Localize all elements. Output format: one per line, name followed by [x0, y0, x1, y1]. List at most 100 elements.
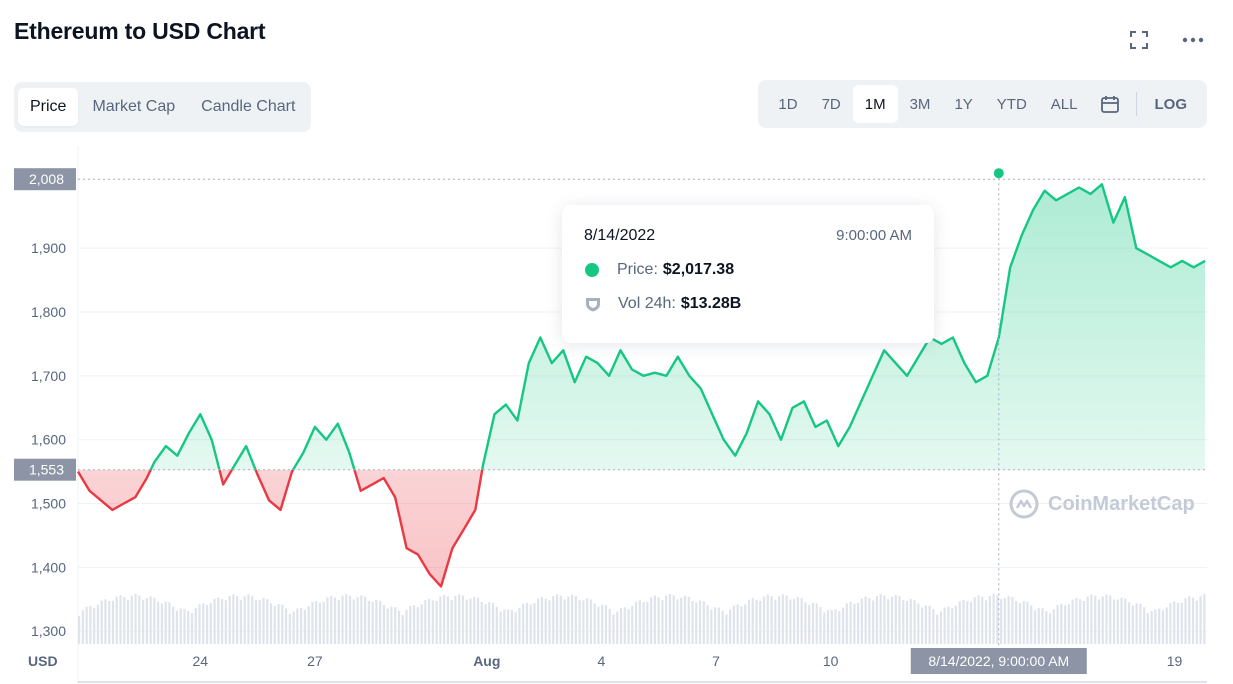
volume-bar: [879, 594, 882, 644]
volume-bar: [190, 612, 194, 644]
volume-bar: [1173, 601, 1176, 644]
volume-bar: [292, 611, 295, 644]
volume-bar: [371, 601, 374, 644]
range-3m[interactable]: 3M: [909, 95, 931, 113]
volume-bar: [683, 595, 687, 644]
volume-bar: [303, 609, 306, 644]
volume-bar: [793, 599, 796, 644]
volume-bar: [439, 596, 442, 644]
volume-bar: [672, 595, 675, 644]
volume-bar: [834, 609, 837, 644]
tab-price[interactable]: Price: [18, 88, 79, 126]
crosshair-dot: [993, 168, 1004, 179]
volume-bar: [920, 607, 924, 644]
volume-bar: [548, 600, 551, 644]
volume-bar: [130, 595, 133, 644]
volume-bar: [1191, 597, 1195, 644]
range-1m[interactable]: 1M: [852, 85, 898, 123]
price-dot-icon: [585, 263, 599, 277]
volume-bar: [164, 601, 167, 644]
volume-bar: [872, 600, 875, 644]
calendar-icon[interactable]: [1090, 85, 1130, 123]
volume-bar: [781, 594, 784, 644]
volume-bar: [243, 596, 246, 644]
watermark-text: CoinMarketCap: [1048, 492, 1195, 515]
volume-bar: [966, 601, 969, 644]
range-7d[interactable]: 7D: [821, 95, 841, 113]
volume-bar: [857, 602, 860, 644]
volume-bar: [503, 609, 506, 644]
volume-bar: [311, 602, 314, 644]
volume-bar: [909, 598, 912, 644]
volume-bar: [1184, 598, 1187, 644]
range-1d[interactable]: 1D: [778, 95, 798, 113]
volume-bar: [345, 594, 348, 644]
volume-bar: [777, 596, 781, 644]
range-1y[interactable]: 1Y: [954, 95, 973, 113]
volume-bar: [379, 600, 382, 644]
volume-bar: [153, 597, 156, 644]
volume-bar: [266, 599, 269, 644]
volume-bar: [898, 596, 901, 644]
volume-bar: [145, 598, 148, 644]
volume-bar: [194, 608, 197, 644]
volume-bar: [567, 596, 570, 644]
volume-bar: [469, 598, 472, 644]
volume-bar: [725, 614, 728, 644]
volume-bar: [514, 612, 517, 644]
volume-bar: [390, 606, 393, 644]
volume-bar: [729, 609, 732, 644]
volume-bar: [1105, 594, 1108, 644]
volume-bar: [698, 600, 702, 644]
x-tick-label: 7: [712, 653, 720, 669]
volume-bar: [1030, 605, 1033, 644]
volume-bar: [254, 600, 258, 644]
volume-bar: [619, 607, 623, 644]
volume-bar: [894, 594, 897, 644]
volume-bar: [224, 600, 227, 644]
volume-bar: [1112, 599, 1116, 644]
volume-bar: [796, 597, 799, 644]
volume-bar: [93, 607, 96, 644]
range-all[interactable]: ALL: [1050, 95, 1078, 113]
volume-bar: [96, 604, 100, 644]
volume-bar: [977, 595, 980, 644]
y-tick-label: 1,900: [31, 240, 66, 256]
price-chart[interactable]: 1,300 1,400 1,500 1,600 1,700 1,800 1,900 1,553…: [0, 140, 1233, 684]
volume-bar: [507, 609, 510, 644]
y-tick-label: 1,400: [31, 559, 66, 575]
volume-bar: [973, 597, 976, 644]
price-line-up: [149, 183, 1206, 470]
volume-bar: [465, 599, 468, 644]
x-tick-label: 4: [598, 653, 606, 669]
y-tick-label: 1,700: [31, 368, 66, 384]
fullscreen-icon[interactable]: [1127, 28, 1151, 52]
volume-bar: [491, 602, 495, 644]
y-tick-label: 1,600: [31, 432, 66, 448]
volume-bar: [1041, 608, 1044, 644]
more-icon[interactable]: [1181, 28, 1205, 52]
volume-bar: [1158, 608, 1161, 644]
volume-bar: [476, 597, 480, 644]
volume-bar: [661, 600, 664, 644]
volume-bar: [853, 603, 856, 644]
volume-bar: [601, 604, 604, 644]
volume-bar: [85, 606, 88, 644]
page-title: Ethereum to USD Chart: [14, 18, 266, 44]
coinmarketcap-logo-icon: [1009, 489, 1039, 519]
volume-bar: [740, 606, 743, 644]
log-toggle[interactable]: LOG: [1154, 95, 1188, 113]
volume-bar: [446, 596, 450, 644]
tab-market-cap[interactable]: Market Cap: [92, 98, 176, 115]
volume-bar: [932, 609, 935, 644]
volume-bar: [883, 595, 886, 644]
volume-bar: [333, 597, 337, 644]
volume-bar: [627, 609, 630, 644]
range-ytd[interactable]: YTD: [996, 95, 1027, 113]
volume-bar: [789, 599, 792, 644]
volume-bar: [443, 594, 446, 644]
volume-bar: [875, 596, 879, 644]
volume-bar: [1120, 597, 1123, 644]
tab-candle-chart[interactable]: Candle Chart: [201, 98, 296, 115]
volume-bar: [887, 599, 890, 644]
